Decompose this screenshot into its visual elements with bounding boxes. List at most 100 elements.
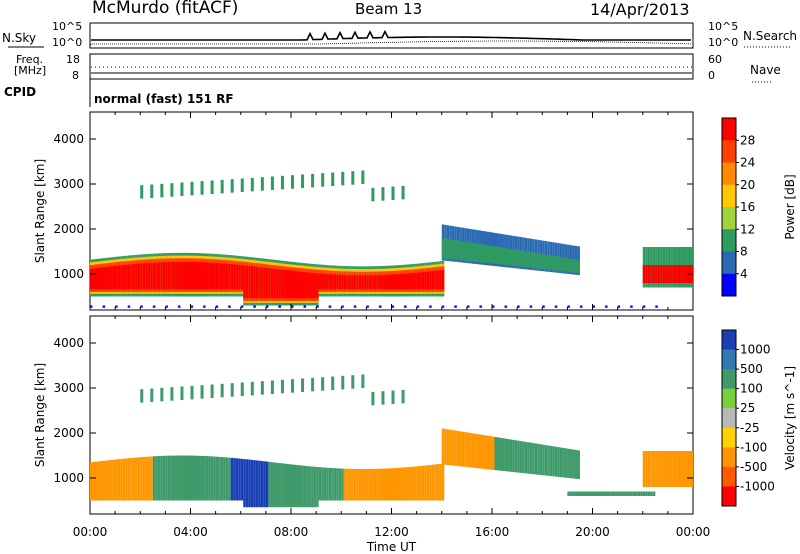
velocity-cell [527,442,530,474]
power-cell [667,265,671,283]
power-cell [564,257,568,272]
power-cell [270,176,274,191]
velocity-cell [652,491,656,496]
velocity-cell [97,461,101,501]
power-cell [258,267,261,299]
velocity-cell [584,491,588,496]
velocity-cell [481,434,485,469]
power-cell [115,265,118,290]
velocity-cell [321,467,324,501]
velocity-cell [680,451,683,487]
velocity-cell [296,465,299,508]
colorbar-tick-label: -500 [740,460,767,474]
power-cell [275,269,279,299]
power-cell [642,305,646,308]
power-cell [105,266,108,290]
colorbar-tick-label: -25 [740,421,760,435]
velocity-cell [383,468,387,501]
colorbar-segment [722,388,736,409]
velocity-cell [449,429,452,466]
power-cell [466,305,470,308]
velocity-cell [512,439,515,473]
velocity-cell [652,451,656,487]
power-cell [110,266,113,290]
velocity-cell [406,467,410,501]
y-tick-label: 1000 [53,267,84,281]
velocity-cell [210,456,214,501]
velocity-cell [243,459,246,508]
velocity-cell [185,455,188,501]
velocity-cell [223,457,226,501]
velocity-cell [220,457,224,501]
colorbar-segment [722,427,736,448]
x-axis-label: Time UT [366,540,417,554]
velocity-cell [303,465,307,508]
nsky-tick-high: 10^5 [52,20,83,33]
velocity-cell [436,464,440,501]
power-cell [368,275,372,290]
power-cell [358,275,362,290]
power-cell [426,271,430,290]
power-cell [193,262,196,290]
velocity-cell [250,381,254,396]
power-cell [567,305,570,308]
power-cell [230,179,234,193]
velocity-cell [190,385,194,400]
power-cell [210,262,214,290]
velocity-cell [175,455,178,501]
power-cell [441,238,445,259]
power-cell [122,264,126,290]
power-cell [655,265,658,283]
power-cell [195,262,199,290]
power-cell [200,262,204,290]
power-cell [190,261,194,290]
power-cell [177,261,181,290]
velocity-cell [195,455,199,501]
power-cell [650,265,653,283]
colorbar-tick-label: 100 [740,382,763,396]
velocity-cell [105,460,108,501]
power-cell [263,267,266,299]
power-cell [180,182,184,197]
velocity-cell [200,455,204,501]
y-tick-label: 3000 [53,381,84,395]
power-cell [421,272,425,290]
power-cell [509,248,513,266]
velocity-cell [140,389,144,403]
velocity-cell [434,464,437,501]
x-tick-label: 00:00 [73,525,108,539]
power-cell [492,246,495,264]
velocity-cell [353,468,357,501]
velocity-cell [215,456,219,501]
velocity-cell [592,491,596,496]
power-cell [371,187,375,202]
power-cell [97,267,101,290]
power-cell [682,265,686,283]
velocity-cell [474,433,477,469]
velocity-cell [625,491,628,496]
power-cell [466,242,470,261]
velocity-cell [145,456,148,501]
power-cell [321,173,325,187]
velocity-cell [419,465,422,501]
velocity-cell [381,468,384,501]
power-cell [378,275,382,290]
velocity-cell [607,491,611,496]
colorbar-segment [722,118,736,141]
y-axis-label: Slant Range [km] [33,363,47,467]
colorbar-segment [722,466,736,487]
power-cell [165,262,168,290]
power-cell [328,305,332,308]
cpid-label: CPID [4,85,37,99]
power-cell [316,273,319,299]
velocity-cell [265,461,269,508]
velocity-cell [464,432,467,467]
velocity-cell [416,466,420,501]
power-cell [396,274,400,290]
velocity-cell [574,491,578,496]
velocity-cell [514,440,518,473]
velocity-cell [210,384,214,399]
power-cell [150,262,153,290]
power-cell [311,173,315,188]
velocity-cell [363,468,367,501]
